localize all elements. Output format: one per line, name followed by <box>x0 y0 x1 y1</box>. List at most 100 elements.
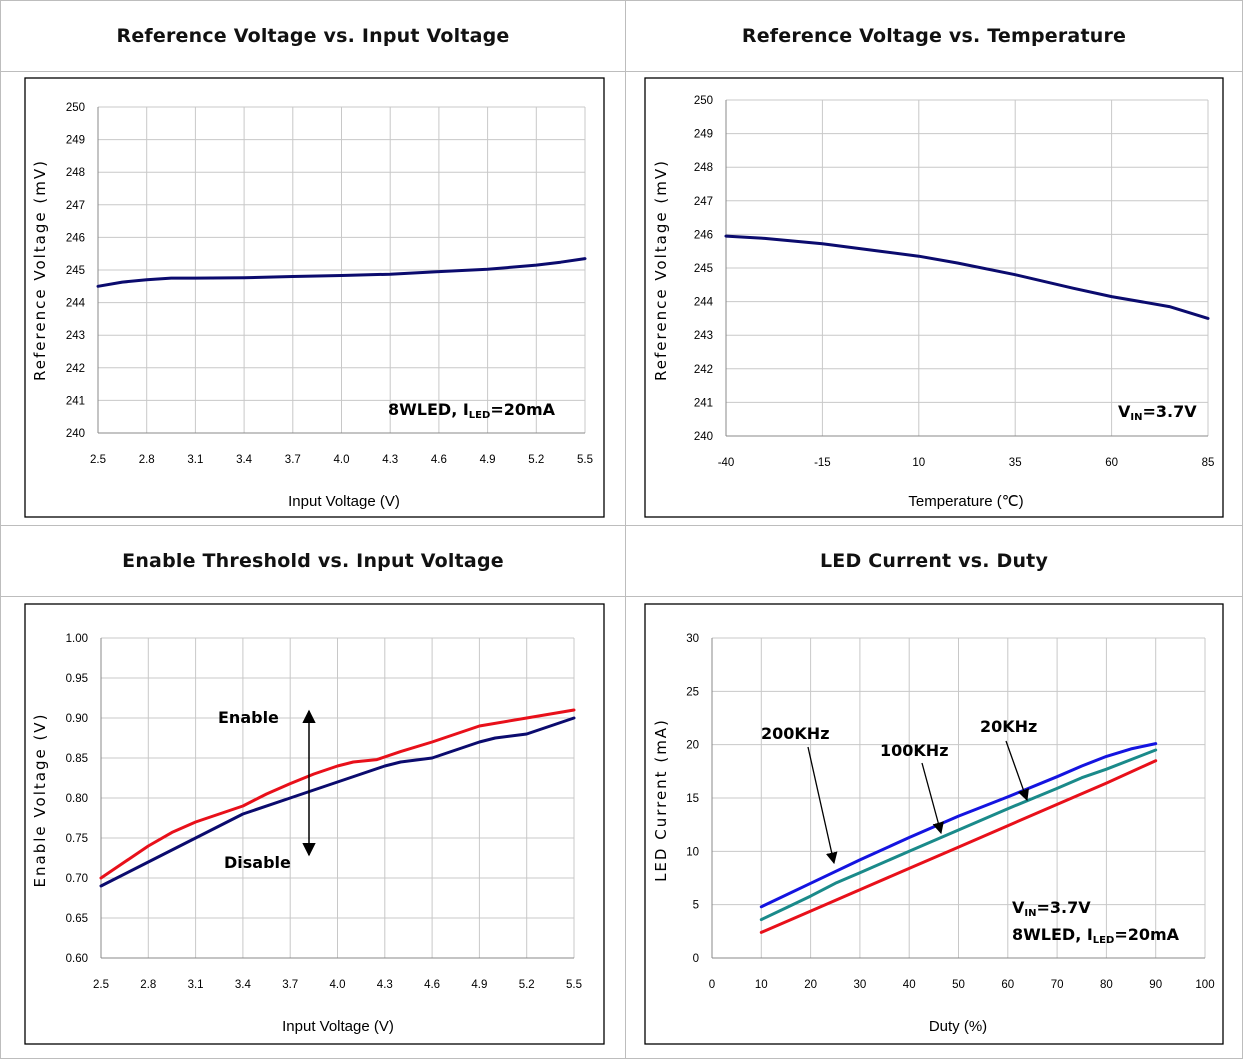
x-tick-label: 5.2 <box>519 979 535 991</box>
x-tick-label: 10 <box>755 979 768 991</box>
x-axis-label: Input Voltage (V) <box>288 493 400 510</box>
annotation-enable: Enable <box>218 708 279 727</box>
x-tick-label: 5.5 <box>566 979 582 991</box>
y-tick-label: 248 <box>694 162 713 174</box>
x-tick-label: 4.6 <box>431 454 447 466</box>
y-tick-label: 20 <box>686 740 699 752</box>
x-tick-label: 70 <box>1051 979 1064 991</box>
x-tick-label: 60 <box>1001 979 1014 991</box>
y-tick-label: 248 <box>66 167 85 179</box>
chart-1: 2.5 2.8 3.1 3.4 3.7 4.0 4.3 4.6 4.9 5.2 5.5 240 241 2… <box>24 77 605 518</box>
x-tick-label: 4.0 <box>330 979 346 991</box>
y-tick-label: 249 <box>694 129 713 141</box>
x-axis-label: Duty (%) <box>929 1018 987 1035</box>
x-tick-label: 3.7 <box>285 454 301 466</box>
y-tick-label: 0.60 <box>66 953 88 965</box>
y-tick-label: 249 <box>66 135 85 147</box>
y-tick-label: 245 <box>66 265 85 277</box>
x-tick-label: 50 <box>952 979 965 991</box>
y-tick-label: 250 <box>66 102 85 114</box>
annotation-100khz: 100KHz <box>880 741 949 760</box>
y-tick-label: 0.70 <box>66 873 88 885</box>
y-tick-label: 240 <box>694 431 713 443</box>
series-line-1 <box>96 257 587 288</box>
x-tick-label: 3.4 <box>236 454 253 466</box>
x-tick-label: 4.9 <box>480 454 496 466</box>
y-tick-label: 30 <box>686 633 699 645</box>
arrow-200khz <box>807 746 838 865</box>
x-tick-label: 3.1 <box>188 979 204 991</box>
y-tick-label: 1.00 <box>66 633 88 645</box>
arrow-100khz <box>921 762 944 835</box>
x-tick-label: 0 <box>709 979 715 991</box>
y-tick-label: 243 <box>66 330 85 342</box>
series-line-100khz <box>759 748 1158 922</box>
chart-2: -40 -15 10 35 60 85 240 241 242 243 244 245 246 247 24… <box>644 77 1224 518</box>
annotation-vin: VIN=3.7V <box>1118 402 1197 423</box>
annotation-20khz: 20KHz <box>980 717 1037 736</box>
y-tick-label: 15 <box>686 793 699 805</box>
y-tick-label: 244 <box>66 298 86 310</box>
y-tick-label: 250 <box>694 95 713 107</box>
chart-frame <box>24 77 605 518</box>
y-tick-label: 0.85 <box>66 753 88 765</box>
y-tick-label: 0.75 <box>66 833 88 845</box>
series-line-1 <box>724 234 1210 320</box>
y-tick-label: 25 <box>686 686 699 698</box>
x-tick-label: 2.8 <box>140 979 156 991</box>
x-axis-label: Input Voltage (V) <box>282 1018 394 1035</box>
annotation-disable: Disable <box>224 853 291 872</box>
y-tick-label: 246 <box>66 232 85 244</box>
y-tick-label: 244 <box>694 297 714 309</box>
chart-frame <box>24 603 605 1045</box>
y-tick-label: 0.95 <box>66 673 88 685</box>
x-tick-label: 40 <box>903 979 916 991</box>
y-axis-label: Reference Voltage (mV) <box>31 159 49 381</box>
x-tick-label: 4.0 <box>334 454 350 466</box>
y-tick-label: 242 <box>66 363 85 375</box>
x-tick-label: 4.9 <box>471 979 487 991</box>
annotation-8wled-iled: 8WLED, ILED=20mA <box>388 400 556 421</box>
arrow-20khz <box>1005 740 1029 802</box>
x-tick-label: -15 <box>814 457 831 469</box>
x-tick-label: 2.5 <box>93 979 109 991</box>
x-tick-label: 2.8 <box>139 454 155 466</box>
y-tick-label: 240 <box>66 428 85 440</box>
x-tick-label: 85 <box>1202 457 1215 469</box>
y-tick-label: 0.80 <box>66 793 88 805</box>
x-tick-label: 35 <box>1009 457 1022 469</box>
series-line-2 <box>99 716 576 888</box>
x-tick-label: 4.3 <box>377 979 393 991</box>
x-axis-label: Temperature (℃) <box>908 493 1023 510</box>
annotation-vin: VIN=3.7V <box>1012 898 1091 919</box>
chart-frame <box>644 77 1224 518</box>
y-tick-label: 0 <box>693 953 699 965</box>
x-tick-label: 60 <box>1105 457 1118 469</box>
x-tick-label: 5.2 <box>528 454 544 466</box>
y-tick-label: 5 <box>693 900 699 912</box>
y-tick-label: 247 <box>66 200 85 212</box>
chart-frame <box>644 603 1224 1045</box>
x-tick-label: 2.5 <box>90 454 106 466</box>
y-tick-label: 241 <box>694 397 713 409</box>
series-line-1 <box>99 708 576 880</box>
annotation-200khz: 200KHz <box>761 724 830 743</box>
series-line-200khz <box>759 742 1158 909</box>
chart-3: 2.5 2.8 3.1 3.4 3.7 4.0 4.3 4.6 4.9 5.2 5.5 0.60 0.6… <box>24 603 605 1045</box>
annotation-8wled-iled: 8WLED, ILED=20mA <box>1012 925 1180 946</box>
x-tick-label: 5.5 <box>577 454 593 466</box>
x-tick-label: 90 <box>1149 979 1162 991</box>
x-tick-label: 20 <box>804 979 817 991</box>
y-axis-label: LED Current (mA) <box>652 718 670 882</box>
series-line-20khz <box>759 759 1158 934</box>
x-tick-label: 30 <box>854 979 867 991</box>
y-axis-label: Enable Voltage (V) <box>31 713 49 888</box>
y-tick-label: 245 <box>694 263 713 275</box>
x-tick-label: 4.6 <box>424 979 440 991</box>
x-tick-label: 3.1 <box>187 454 203 466</box>
x-tick-label: 80 <box>1100 979 1113 991</box>
y-tick-label: 246 <box>694 229 713 241</box>
x-tick-label: 3.4 <box>235 979 252 991</box>
